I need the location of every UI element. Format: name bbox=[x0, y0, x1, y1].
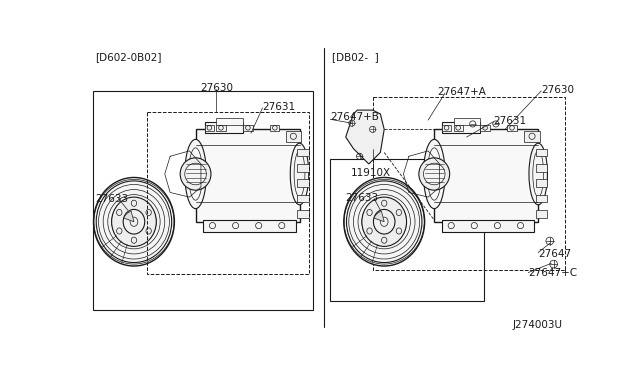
Bar bbox=[270, 125, 280, 131]
Bar bbox=[196, 129, 300, 222]
Text: 27647: 27647 bbox=[538, 249, 572, 259]
Bar bbox=[536, 210, 547, 218]
Bar bbox=[481, 125, 490, 131]
Text: 27631: 27631 bbox=[493, 116, 527, 126]
Bar bbox=[297, 148, 308, 156]
Bar bbox=[330, 158, 484, 301]
Text: 27633: 27633 bbox=[346, 193, 379, 203]
Bar bbox=[216, 118, 243, 125]
Bar bbox=[297, 195, 308, 202]
Bar bbox=[435, 129, 538, 222]
Ellipse shape bbox=[93, 177, 174, 266]
Bar bbox=[536, 179, 547, 187]
Bar bbox=[205, 125, 214, 131]
Bar bbox=[372, 97, 565, 270]
Ellipse shape bbox=[428, 148, 441, 200]
Bar bbox=[285, 131, 301, 142]
Ellipse shape bbox=[185, 140, 206, 209]
Bar bbox=[454, 118, 481, 125]
Text: [D602-0B02]: [D602-0B02] bbox=[95, 52, 162, 62]
Ellipse shape bbox=[291, 143, 308, 205]
Bar bbox=[297, 179, 308, 187]
Ellipse shape bbox=[344, 177, 424, 266]
Text: [DB02-  ]: [DB02- ] bbox=[332, 52, 379, 62]
Bar bbox=[204, 220, 296, 232]
Bar bbox=[536, 195, 547, 202]
Bar bbox=[216, 125, 225, 131]
Text: 27630: 27630 bbox=[200, 83, 233, 93]
Bar bbox=[536, 164, 547, 172]
Text: 11910X: 11910X bbox=[351, 168, 391, 178]
Ellipse shape bbox=[111, 197, 156, 246]
Ellipse shape bbox=[185, 163, 206, 185]
Ellipse shape bbox=[362, 197, 406, 246]
Wedge shape bbox=[124, 211, 134, 222]
Text: 27631: 27631 bbox=[262, 102, 296, 112]
Bar bbox=[297, 210, 308, 218]
Text: 27647+C: 27647+C bbox=[528, 268, 577, 278]
Text: 27647+B: 27647+B bbox=[330, 112, 379, 122]
Bar bbox=[205, 122, 243, 133]
Bar bbox=[442, 220, 534, 232]
Polygon shape bbox=[346, 110, 384, 164]
Text: J274003U: J274003U bbox=[513, 320, 563, 330]
Text: 27633: 27633 bbox=[95, 194, 129, 204]
Ellipse shape bbox=[123, 209, 145, 234]
Ellipse shape bbox=[373, 209, 395, 234]
Ellipse shape bbox=[180, 158, 211, 190]
Bar bbox=[442, 125, 451, 131]
Ellipse shape bbox=[424, 140, 445, 209]
Bar bbox=[93, 91, 312, 310]
Ellipse shape bbox=[424, 163, 445, 185]
Text: 27630: 27630 bbox=[541, 85, 574, 95]
Ellipse shape bbox=[529, 143, 547, 205]
Bar bbox=[508, 125, 516, 131]
Text: 27647+A: 27647+A bbox=[437, 87, 486, 97]
Bar bbox=[524, 131, 540, 142]
Bar bbox=[147, 112, 308, 274]
Ellipse shape bbox=[419, 158, 450, 190]
Bar bbox=[536, 148, 547, 156]
Bar bbox=[454, 125, 463, 131]
Ellipse shape bbox=[189, 148, 202, 200]
Bar bbox=[243, 125, 253, 131]
Bar bbox=[297, 164, 308, 172]
Wedge shape bbox=[374, 211, 384, 222]
Bar bbox=[442, 122, 481, 133]
